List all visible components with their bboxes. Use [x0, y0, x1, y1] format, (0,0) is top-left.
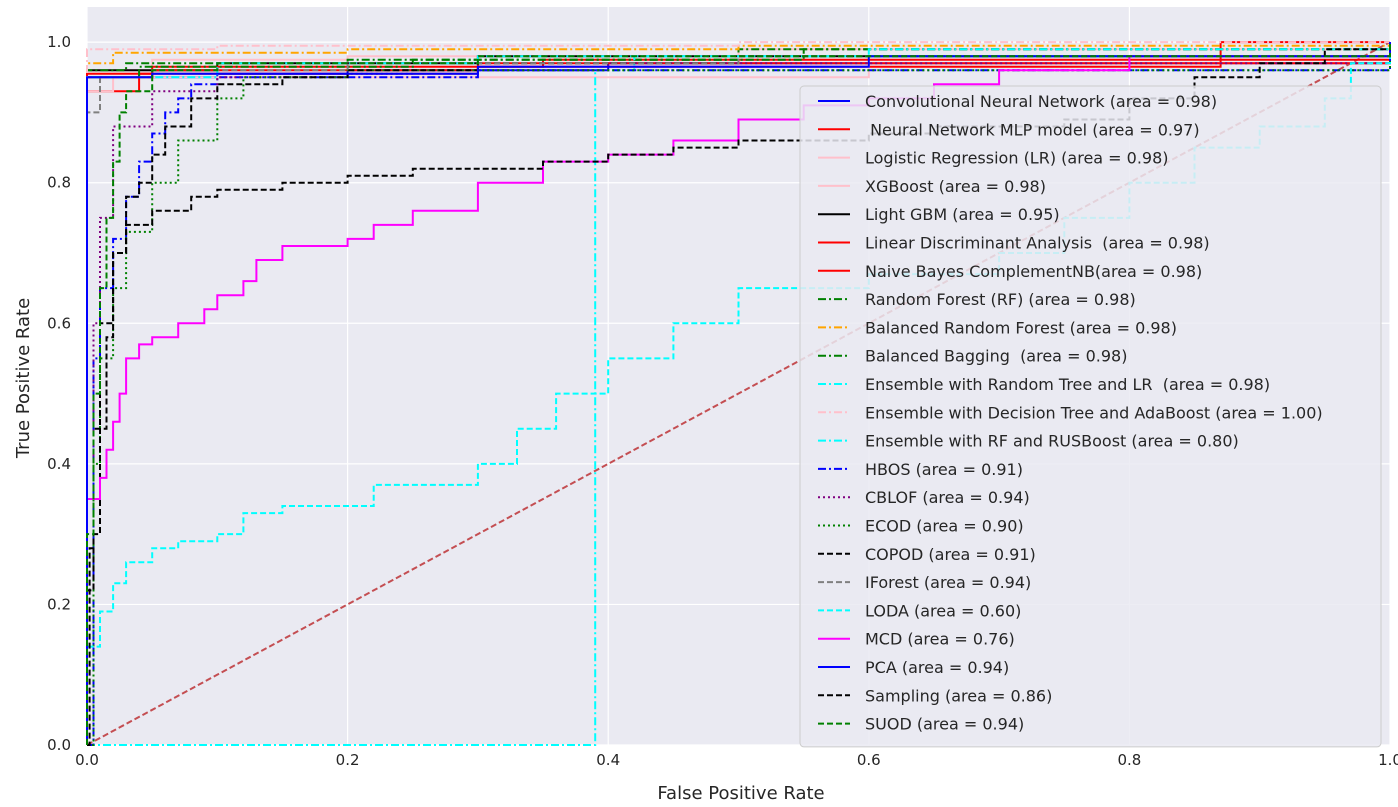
x-tick-label: 0.0 — [75, 751, 99, 769]
legend-entry: Balanced Random Forest (area = 0.98) — [865, 318, 1177, 337]
legend-entry: Naive Bayes ComplementNB(area = 0.98) — [865, 262, 1202, 281]
legend-entry: ECOD (area = 0.90) — [865, 517, 1024, 536]
x-tick-label: 0.4 — [596, 751, 620, 769]
tick-labels: 0.0 0.2 0.4 0.6 0.8 1.0 0.0 0.2 0.4 0.6 0.8 1.0 — [47, 33, 1398, 769]
legend-box — [799, 85, 1382, 748]
legend-entry: Random Forest (RF) (area = 0.98) — [865, 290, 1136, 309]
legend-entry: Ensemble with Decision Tree and AdaBoost… — [865, 403, 1323, 422]
legend-entry: Neural Network MLP model (area = 0.97) — [865, 120, 1200, 139]
legend-entry: PCA (area = 0.94) — [865, 658, 1009, 677]
roc-curve-17 — [86, 42, 1391, 745]
y-tick-label: 0.0 — [47, 736, 71, 754]
legend-entry: XGBoost (area = 0.98) — [865, 177, 1046, 196]
legend: Convolutional Neural Network (area = 0.9… — [799, 85, 1382, 748]
legend-entry: Linear Discriminant Analysis (area = 0.9… — [865, 234, 1210, 253]
legend-entry: MCD (area = 0.76) — [865, 630, 1015, 649]
legend-entry: IForest (area = 0.94) — [865, 573, 1031, 592]
legend-entry: Logistic Regression (LR) (area = 0.98) — [865, 149, 1169, 168]
roc-curve-8 — [86, 42, 1391, 745]
legend-entry: COPOD (area = 0.91) — [865, 545, 1036, 564]
y-tick-label: 0.2 — [47, 595, 71, 613]
legend-entry: CBLOF (area = 0.94) — [865, 488, 1030, 507]
legend-entry: Ensemble with RF and RUSBoost (area = 0.… — [865, 432, 1239, 451]
roc-curve-16 — [86, 42, 1391, 745]
y-tick-label: 1.0 — [47, 33, 71, 51]
roc-curve-7 — [86, 42, 1391, 745]
y-tick-label: 0.6 — [47, 314, 71, 332]
legend-entry: Sampling (area = 0.86) — [865, 686, 1052, 705]
x-tick-label: 0.2 — [336, 751, 360, 769]
legend-entry: Convolutional Neural Network (area = 0.9… — [865, 92, 1217, 111]
x-tick-label: 0.6 — [857, 751, 881, 769]
roc-curve-22 — [86, 42, 1391, 745]
legend-entry: Ensemble with Random Tree and LR (area =… — [865, 375, 1270, 394]
roc-curve-11 — [86, 41, 1390, 745]
legend-entry: Light GBM (area = 0.95) — [865, 205, 1060, 224]
legend-entry: LODA (area = 0.60) — [865, 601, 1021, 620]
x-tick-label: 1.0 — [1378, 751, 1398, 769]
x-axis-label: False Positive Rate — [657, 783, 824, 804]
y-tick-label: 0.4 — [47, 455, 71, 473]
x-tick-label: 0.8 — [1117, 751, 1141, 769]
legend-entry: Balanced Bagging (area = 0.98) — [865, 347, 1127, 366]
y-axis-label: True Positive Rate — [13, 298, 34, 459]
y-tick-label: 0.8 — [47, 174, 71, 192]
legend-entry: HBOS (area = 0.91) — [865, 460, 1023, 479]
legend-entry: SUOD (area = 0.94) — [865, 715, 1024, 734]
